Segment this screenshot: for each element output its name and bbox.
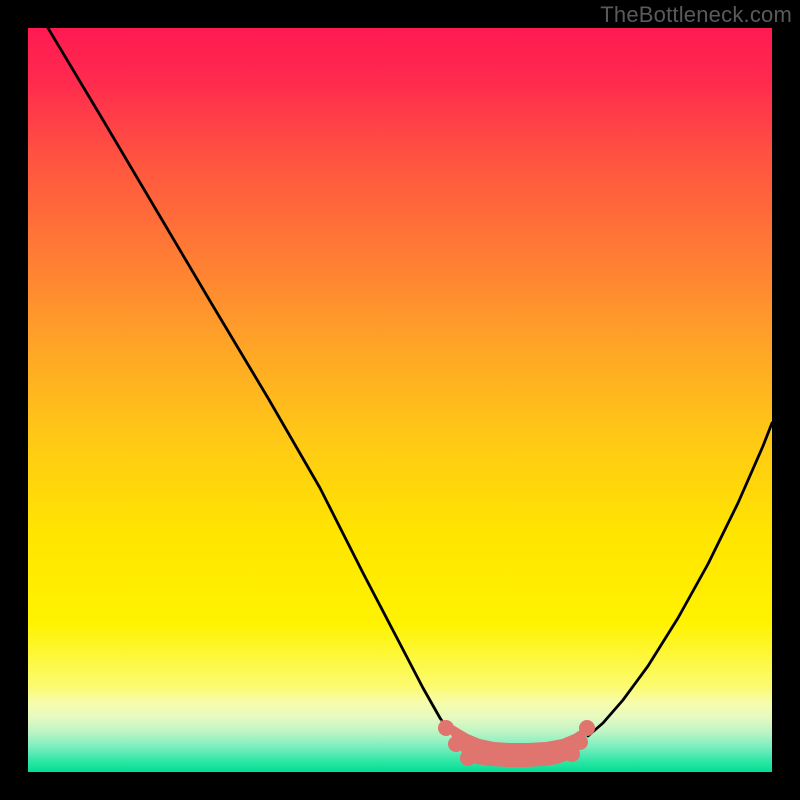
chart-frame: TheBottleneck.com — [0, 0, 800, 800]
marker-nub — [460, 750, 476, 766]
marker-nub — [572, 734, 588, 750]
gradient-background — [28, 28, 772, 772]
marker-nub — [579, 720, 595, 736]
marker-nub — [448, 736, 464, 752]
watermark-text: TheBottleneck.com — [600, 2, 792, 28]
chart-svg — [28, 28, 772, 772]
marker-nub — [438, 720, 454, 736]
plot-area — [28, 28, 772, 772]
